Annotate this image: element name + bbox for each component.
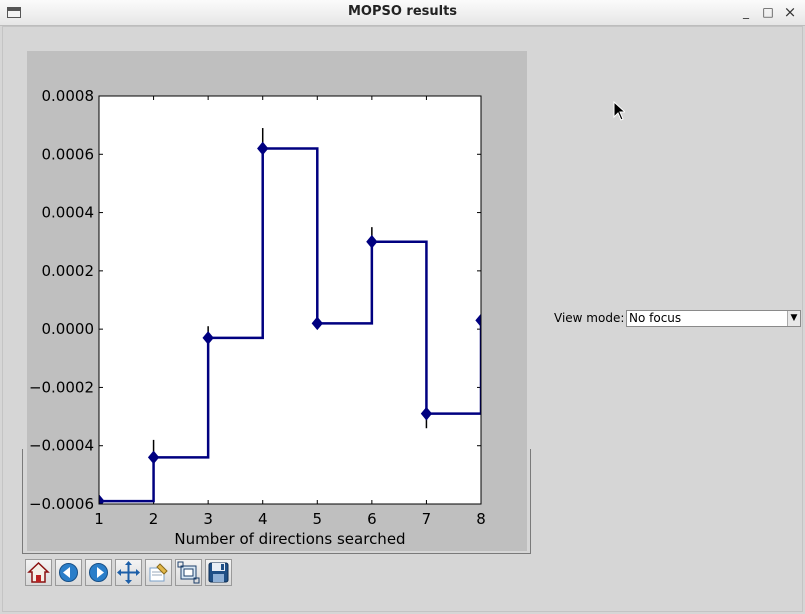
close-button[interactable]: × [783,3,797,21]
data-point [99,494,105,504]
y-tick-label: 0.0002 [42,262,95,280]
minimize-button[interactable]: _ [743,5,749,19]
data-point [420,406,433,421]
view-mode-selected-value: No focus [629,311,682,325]
y-tick-label: −0.0002 [29,378,94,396]
maximize-button[interactable]: □ [762,5,774,19]
x-tick-label: 6 [367,510,377,528]
data-point [257,141,269,156]
y-tick-label: −0.0006 [29,495,94,513]
chevron-down-icon[interactable]: ▼ [787,311,800,326]
y-tick-label: 0.0004 [42,204,95,222]
series-step-line [99,147,481,503]
forward-arrow-icon [89,563,108,582]
data-point [311,316,323,331]
back-arrow-icon [59,563,78,582]
y-tick-label: 0.0008 [42,87,95,105]
chart-svg: 0.0008 0.0006 0.0004 0.0002 0.0000 −0.0002 −0.… [29,87,486,548]
axes-frame [98,95,482,505]
x-tick-label: 8 [476,510,486,528]
x-tick-label: 5 [313,510,323,528]
y-tick-label: 0.0006 [42,145,95,163]
home-icon [27,561,50,583]
x-axis-label: Number of directions searched [174,530,405,548]
mouse-cursor-icon [613,101,625,121]
view-mode-select[interactable]: No focus ▼ [626,310,801,327]
data-point [366,234,378,249]
view-mode-label: View mode: [554,311,625,325]
x-tick-label: 2 [149,510,159,528]
home-button[interactable] [25,559,52,586]
zoom-rect-icon [177,561,200,584]
plot-canvas[interactable]: 0.0008 0.0006 0.0004 0.0002 0.0000 −0.0002 −0.… [27,51,527,551]
plot-frame [22,449,531,554]
x-tick-label: 7 [422,510,432,528]
pan-icon [117,561,140,584]
save-icon [208,562,229,583]
data-point [475,313,481,328]
data-point [147,450,160,465]
x-tick-label: 1 [94,510,104,528]
window-title: MOPSO results [347,4,458,19]
pan-button[interactable] [115,559,142,586]
forward-button[interactable] [85,559,112,586]
axes-background [98,95,482,505]
configure-button[interactable] [145,559,172,586]
x-tick-label: 4 [258,510,268,528]
y-tick-label: 0.0000 [42,320,95,338]
save-button[interactable] [205,559,232,586]
window-icon [7,7,21,18]
edit-icon [149,563,168,582]
x-tick-label: 3 [203,510,213,528]
title-bar: MOPSO results _ □ × [0,0,805,26]
zoom-button[interactable] [175,559,202,586]
back-button[interactable] [55,559,82,586]
data-point [202,331,214,345]
y-tick-label: −0.0004 [29,437,94,455]
